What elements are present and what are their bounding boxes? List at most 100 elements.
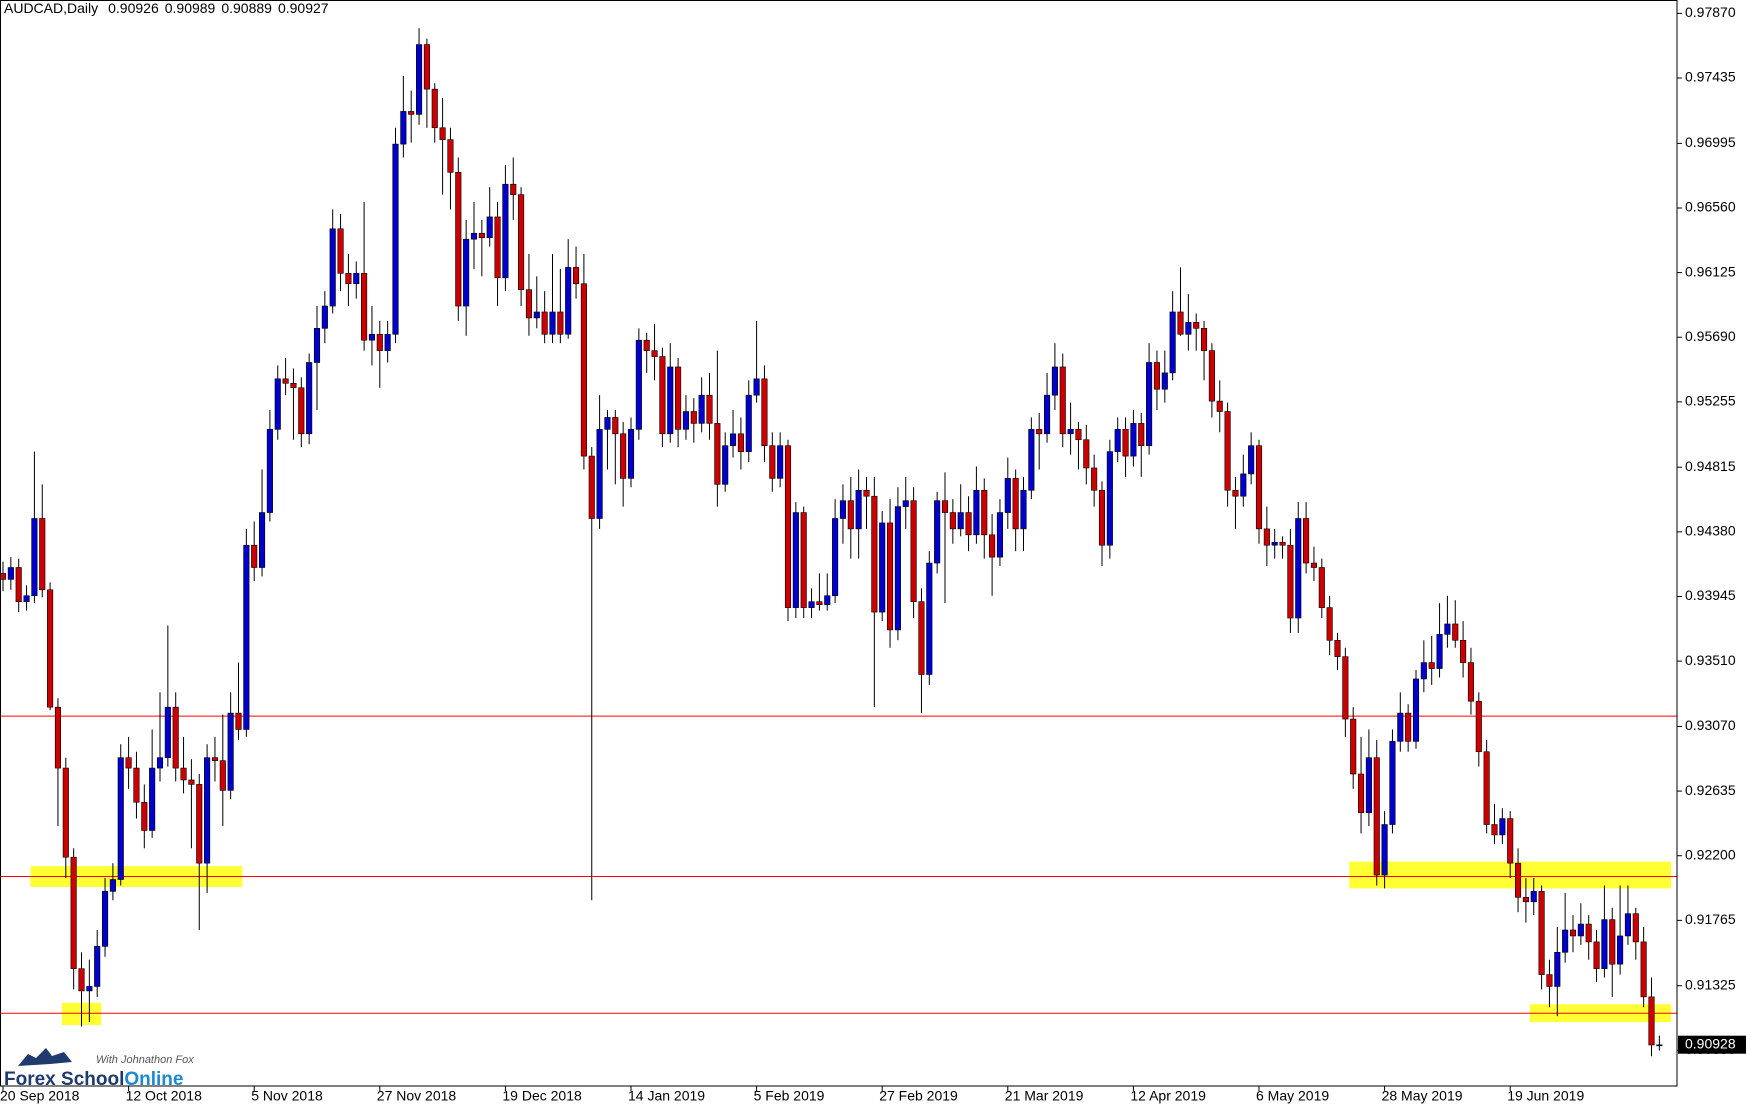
candle-body [1554,951,1561,987]
candle-body [1020,489,1027,530]
candle-body [965,512,972,536]
candle-body [525,289,533,319]
candle-body [1012,478,1019,530]
candle-body [1193,322,1200,329]
candle-body [258,512,266,568]
candle-body [698,394,705,424]
candle-body [470,232,478,240]
candle-body [800,512,807,608]
candle-body [1216,400,1223,412]
candle-body [313,328,321,363]
candle-body [1036,429,1043,435]
candle-body [23,595,30,602]
chart-title: AUDCAD,Daily 0.90926 0.90989 0.90889 0.90927 [4,0,329,16]
candle-body [1444,623,1451,635]
x-tick-label: 5 Feb 2019 [754,1088,825,1104]
candle-body [321,305,328,329]
candle-body [957,512,964,530]
logo-brand: Forex SchoolOnline [4,1069,183,1090]
candle-body [1059,366,1066,435]
candle-body [651,350,658,357]
high-value: 0.90989 [165,0,216,16]
candle-body [588,455,595,519]
candle-body [1303,518,1310,564]
candle-body [227,712,234,791]
candle-body [1169,311,1176,374]
candle-body [1130,423,1137,457]
candle-body [1389,741,1396,825]
candle-body [1185,322,1192,335]
candle-body [722,445,729,485]
logo-brand-suffix: Online [124,1069,183,1090]
candle-body [1617,935,1624,965]
candle-body [510,183,517,195]
candle-body [243,544,250,730]
candle-body [463,238,470,307]
candle-body [580,283,587,457]
open-value: 0.90926 [108,0,159,16]
candle-body [1287,544,1294,619]
x-tick-label: 21 Mar 2019 [1005,1088,1084,1104]
candle-body [70,856,77,969]
candle-body [1428,662,1435,669]
candle-body [455,172,462,307]
candle-body [682,411,690,430]
candle-body [1609,919,1616,965]
candle-body [1255,445,1263,530]
candle-body [219,760,226,791]
candle-body [1499,818,1506,836]
candle-body [408,111,415,115]
candle-body [1648,996,1655,1046]
candle-body [941,500,949,513]
candle-body [949,512,956,530]
candle-body [502,183,509,279]
candle-body [863,489,870,497]
candle-body [1146,362,1153,446]
candle-body [306,362,313,435]
candle-body [816,601,823,605]
candle-body [973,489,980,536]
candle-body [1044,394,1051,435]
candle-body [1201,328,1208,351]
logo: With Johnathon Fox Forex SchoolOnline [4,1048,194,1090]
candle-body [172,706,179,769]
y-tick-label: 0.96125 [1685,263,1736,279]
y-tick-label: 0.95690 [1685,328,1736,344]
candle-body [832,518,839,597]
candle-body [196,784,203,864]
candle-body [1656,1044,1663,1047]
candle-body [745,394,752,452]
candle-body [86,986,93,992]
candle-body [1397,712,1404,742]
candle-body [989,534,996,558]
candle-body [557,311,564,335]
y-tick-label: 0.94380 [1685,523,1736,539]
candle-body [141,801,148,831]
candle-body [839,500,847,519]
x-tick-label: 12 Apr 2019 [1130,1088,1206,1104]
candle-body [415,44,423,115]
candle-body [94,946,101,987]
candle-body [384,333,391,351]
candle-body [447,139,454,173]
candle-body [149,767,156,831]
candle-body [345,273,352,285]
candle-body [1405,712,1412,742]
candle-body [1051,366,1058,396]
candle-body [729,433,737,446]
candle-body [533,311,540,319]
candle-body [0,573,7,580]
candle-body [1028,429,1035,491]
candle-body [1263,528,1270,546]
candle-body [102,891,109,947]
candle-body [1577,923,1584,937]
candle-body [1114,429,1121,452]
candle-body [737,433,744,452]
close-value: 0.90927 [278,0,329,16]
candle-body [1248,445,1255,475]
candle-body [1004,478,1011,513]
x-tick-label: 14 Jan 2019 [628,1088,705,1104]
x-tick-label: 5 Nov 2018 [251,1088,323,1104]
candle-body [1310,562,1317,568]
